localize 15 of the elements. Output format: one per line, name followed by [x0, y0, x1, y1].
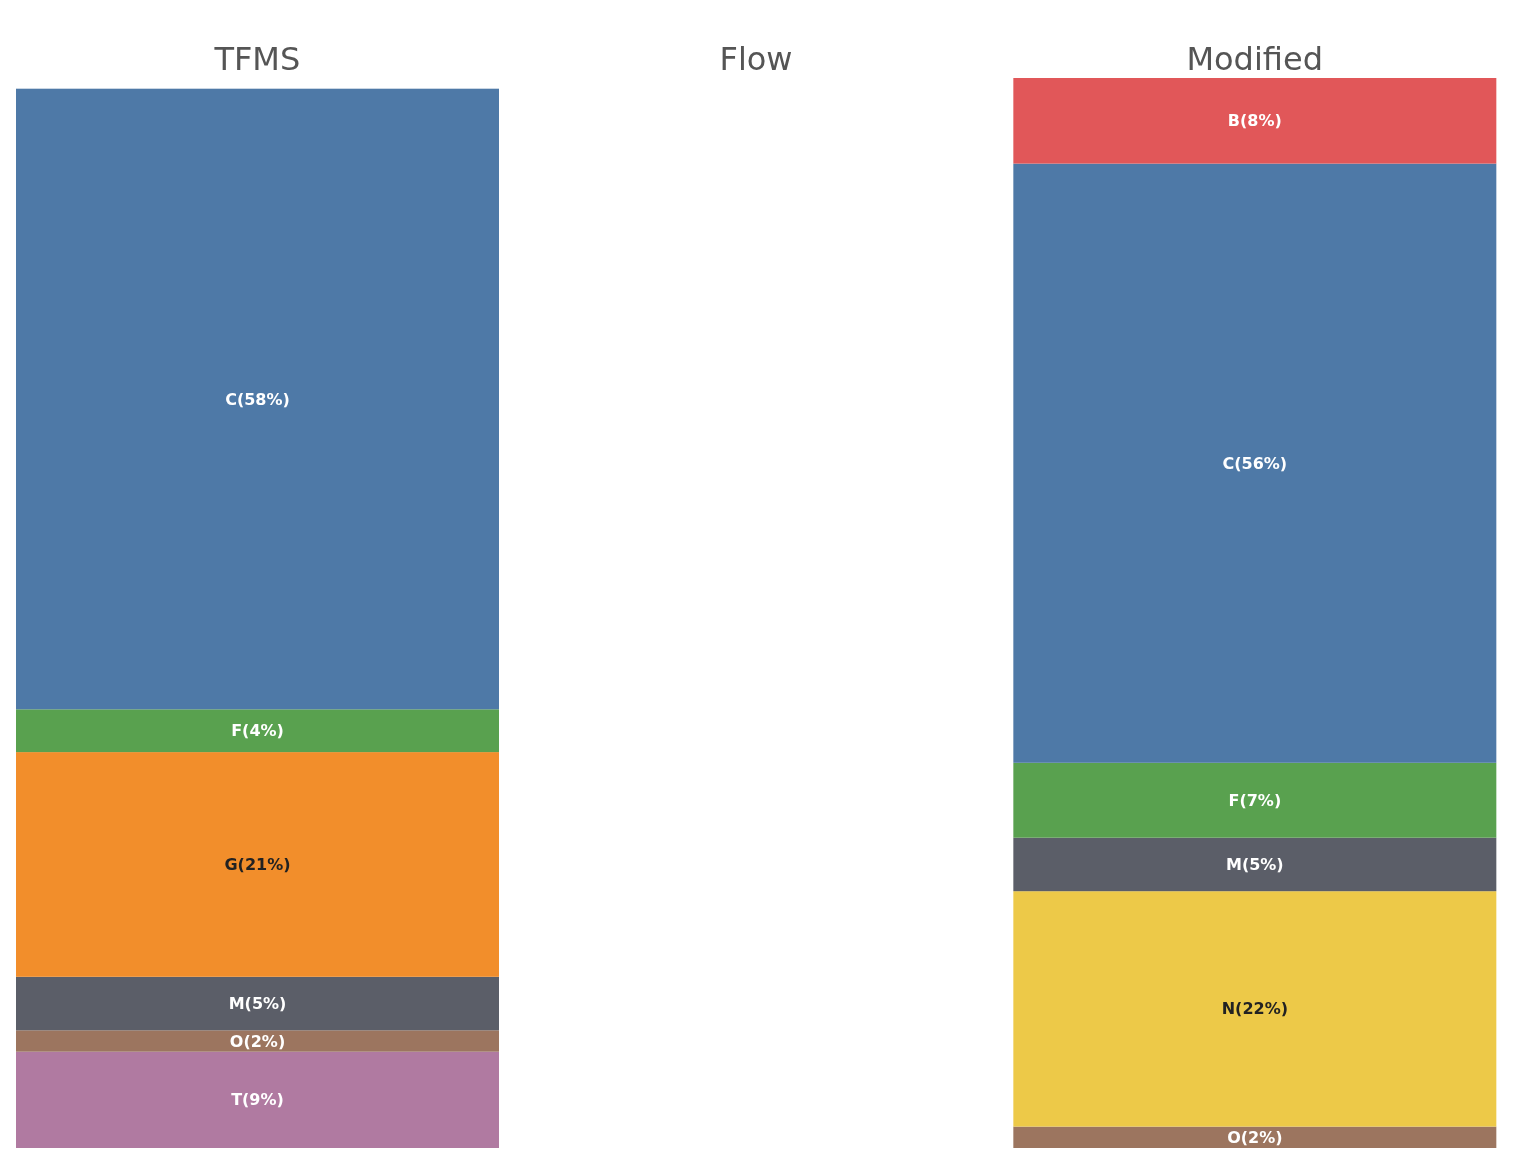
data-label: G(21%) [224, 854, 291, 874]
data-label: B(8%) [1227, 111, 1282, 131]
data-label: N(22%) [1221, 999, 1288, 1019]
data-label: C(56%) [1222, 453, 1288, 473]
data-label: C(58%) [225, 389, 290, 409]
category-label: TFMS [213, 40, 301, 78]
data-label: F(4%) [231, 721, 284, 741]
data-label: F(7%) [1228, 790, 1282, 810]
data-label: M(5%) [1225, 854, 1284, 874]
data-label: T(9%) [231, 1090, 284, 1110]
category-label: Flow [719, 40, 793, 78]
category-label: Modified [1186, 40, 1323, 78]
data-label: O(2%) [229, 1031, 286, 1051]
data-label: O(2%) [1227, 1127, 1283, 1147]
data-label: M(5%) [228, 994, 287, 1014]
